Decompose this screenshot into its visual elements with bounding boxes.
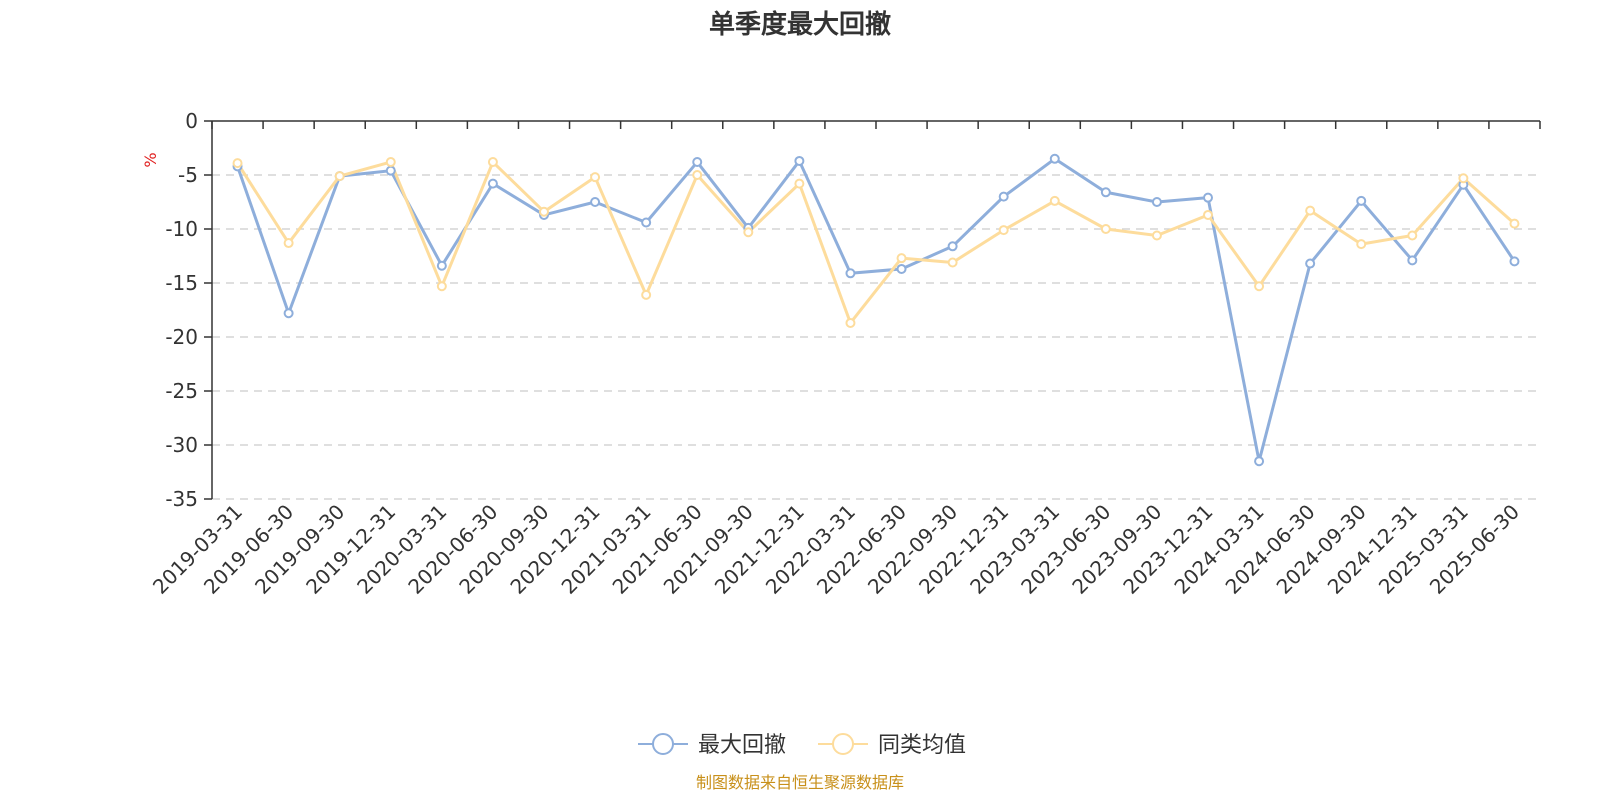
y-tick-label: -30	[165, 433, 198, 457]
data-point-max-drawdown[interactable]	[896, 263, 907, 274]
y-tick-label: -5	[178, 163, 198, 187]
data-point-peer-average[interactable]	[1509, 218, 1520, 229]
y-tick-label: -35	[165, 487, 198, 511]
data-point-peer-average[interactable]	[1458, 173, 1469, 184]
data-point-peer-average[interactable]	[1151, 230, 1162, 241]
data-point-peer-average[interactable]	[1203, 209, 1213, 220]
data-point-max-drawdown[interactable]	[385, 165, 396, 176]
data-point-max-drawdown[interactable]	[947, 241, 958, 252]
data-point-max-drawdown[interactable]	[1151, 197, 1162, 207]
y-tick-label: -25	[165, 379, 198, 403]
data-point-peer-average[interactable]	[896, 253, 907, 264]
data-point-peer-average[interactable]	[283, 238, 294, 249]
data-point-max-drawdown[interactable]	[1254, 456, 1265, 467]
data-point-peer-average[interactable]	[232, 158, 243, 169]
legend-item-max-drawdown[interactable]: 最大回撤	[638, 733, 786, 758]
data-point-peer-average[interactable]	[1407, 230, 1418, 241]
data-point-max-drawdown[interactable]	[1305, 258, 1316, 269]
data-point-peer-average[interactable]	[845, 317, 856, 328]
y-tick-label: -15	[165, 271, 198, 295]
series-line-peer-average	[236, 160, 1516, 325]
data-point-peer-average[interactable]	[998, 225, 1009, 236]
grid-lines	[212, 174, 1540, 500]
data-point-peer-average[interactable]	[385, 157, 396, 168]
data-point-max-drawdown[interactable]	[1509, 256, 1520, 267]
data-point-max-drawdown[interactable]	[641, 217, 652, 228]
data-point-peer-average[interactable]	[1254, 281, 1265, 292]
data-point-max-drawdown[interactable]	[283, 308, 294, 319]
data-point-max-drawdown[interactable]	[998, 191, 1009, 202]
legend-marker-icon	[832, 733, 854, 755]
legend-label: 最大回撤	[698, 733, 786, 758]
data-point-peer-average[interactable]	[334, 171, 345, 182]
data-point-peer-average[interactable]	[1356, 239, 1367, 250]
data-point-peer-average[interactable]	[794, 178, 805, 189]
data-source-note: 制图数据来自恒生聚源数据库	[696, 773, 904, 792]
y-tick-label: 0	[185, 109, 198, 133]
chart-title: 单季度最大回撤	[709, 9, 891, 40]
data-point-max-drawdown[interactable]	[845, 268, 856, 279]
data-point-peer-average[interactable]	[1049, 195, 1060, 206]
data-point-max-drawdown[interactable]	[1100, 187, 1111, 198]
axes: 0-5-10-15-20-25-30-352019-03-312019-06-3…	[148, 109, 1541, 599]
data-point-max-drawdown[interactable]	[794, 155, 805, 166]
legend-item-peer-average[interactable]: 同类均值	[818, 733, 966, 758]
data-point-peer-average[interactable]	[692, 170, 703, 180]
data-point-peer-average[interactable]	[947, 257, 958, 268]
data-point-max-drawdown[interactable]	[1049, 153, 1060, 164]
data-point-peer-average[interactable]	[641, 289, 652, 300]
data-point-peer-average[interactable]	[743, 227, 754, 238]
data-point-max-drawdown[interactable]	[1407, 255, 1418, 266]
data-point-max-drawdown[interactable]	[1203, 192, 1213, 203]
y-tick-label: -10	[165, 217, 198, 241]
data-point-max-drawdown[interactable]	[692, 157, 703, 168]
data-point-peer-average[interactable]	[1100, 224, 1111, 234]
data-point-peer-average[interactable]	[436, 281, 447, 292]
series-layer	[232, 153, 1520, 467]
data-point-peer-average[interactable]	[539, 206, 549, 217]
legend-marker-icon	[652, 733, 674, 755]
data-point-max-drawdown[interactable]	[436, 260, 447, 271]
y-axis-unit-label: %	[141, 152, 160, 167]
data-point-peer-average[interactable]	[487, 157, 498, 168]
data-point-max-drawdown[interactable]	[590, 197, 601, 207]
y-tick-label: -20	[165, 325, 198, 349]
data-point-max-drawdown[interactable]	[1356, 195, 1367, 206]
series-line-max-drawdown	[236, 157, 1516, 463]
legend[interactable]: 最大回撤 同类均值	[638, 733, 966, 758]
data-point-max-drawdown[interactable]	[487, 178, 498, 189]
data-point-peer-average[interactable]	[1305, 205, 1316, 216]
legend-label: 同类均值	[878, 733, 966, 758]
data-point-peer-average[interactable]	[590, 172, 601, 183]
